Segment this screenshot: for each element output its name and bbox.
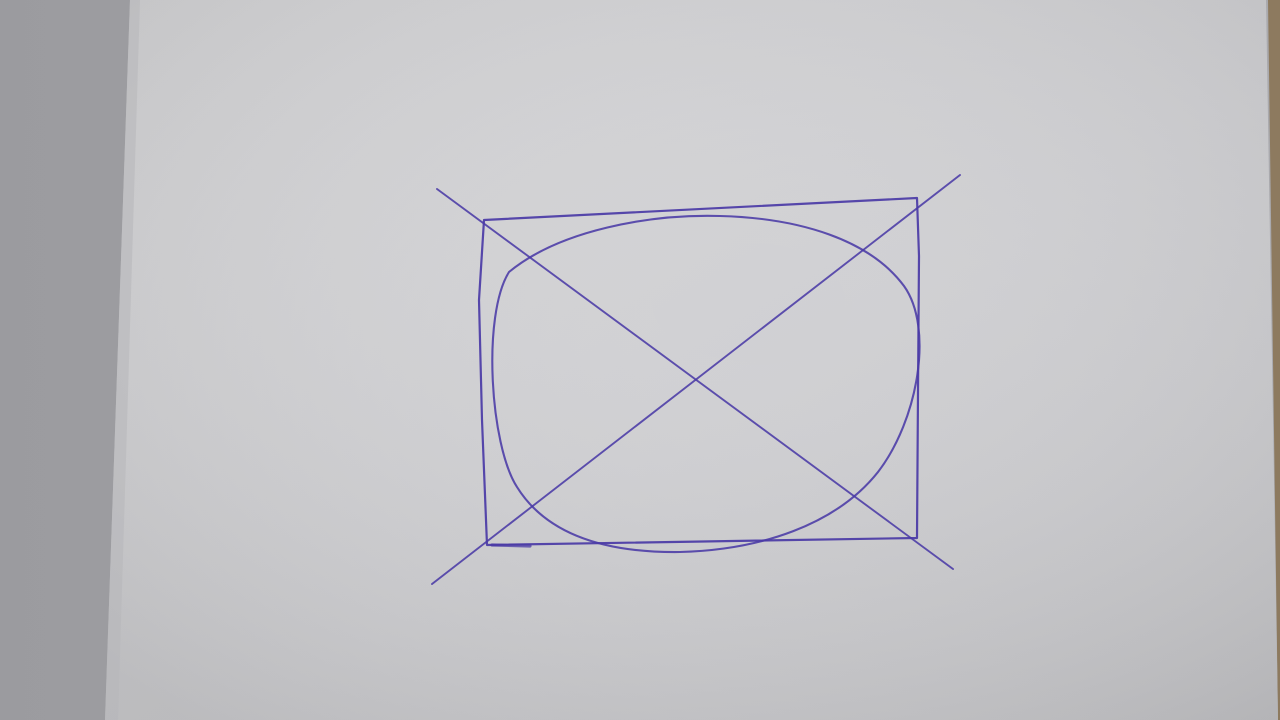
paper-edge-shadow <box>105 0 140 720</box>
pen-mark <box>490 543 532 548</box>
ink-drawing <box>431 174 961 585</box>
hand-drawn-rectangle <box>477 196 921 547</box>
diagonal-line-a <box>436 188 954 570</box>
table-right-edge <box>1268 0 1280 720</box>
paper-shading <box>105 0 1278 720</box>
diagonal-line-b <box>431 174 961 585</box>
hand-drawn-ellipse <box>491 214 921 554</box>
